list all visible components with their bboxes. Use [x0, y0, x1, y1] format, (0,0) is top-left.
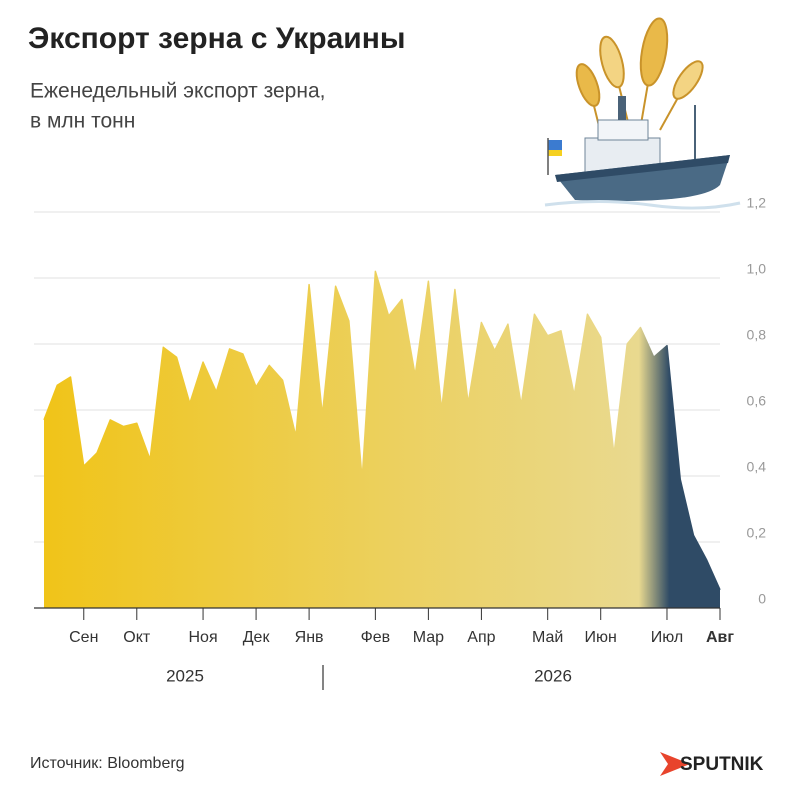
x-tick-label: Апр: [467, 629, 495, 646]
subtitle: Еженедельный экспорт зерна,: [30, 80, 325, 103]
brand-logo: [660, 752, 690, 776]
chart-title: Экспорт зерна с Украины: [28, 22, 405, 55]
x-tick-label: Ноя: [188, 629, 217, 646]
x-tick-label: Авг: [706, 629, 734, 646]
x-tick-label: Дек: [243, 629, 271, 646]
y-tick-label: 1,0: [747, 261, 767, 277]
y-tick-label: 0: [758, 591, 766, 607]
source: Источник: Bloomberg: [30, 755, 185, 772]
x-tick-label: Сен: [69, 629, 98, 646]
y-tick-label: 0,6: [747, 393, 767, 409]
x-tick-label: Июн: [585, 629, 617, 646]
year-label: 2026: [534, 666, 572, 685]
x-tick-label: Май: [532, 629, 563, 646]
ship-illustration: [544, 17, 741, 210]
x-tick-label: Июл: [651, 629, 683, 646]
x-tick-label: Мар: [413, 629, 444, 646]
x-tick-label: Фев: [361, 629, 391, 646]
y-tick-label: 0,8: [747, 327, 767, 343]
year-label: 2025: [166, 666, 204, 685]
y-tick-label: 0,4: [747, 459, 767, 475]
subtitle: в млн тонн: [30, 110, 135, 133]
line: [43, 270, 721, 591]
y-tick-label: 1,2: [747, 195, 767, 211]
x-tick-label: Окт: [123, 629, 151, 646]
x-tick-label: Янв: [295, 629, 324, 646]
area: [44, 271, 720, 608]
brand: SPUTNIK: [680, 754, 764, 775]
y-tick-label: 0,2: [747, 525, 767, 541]
